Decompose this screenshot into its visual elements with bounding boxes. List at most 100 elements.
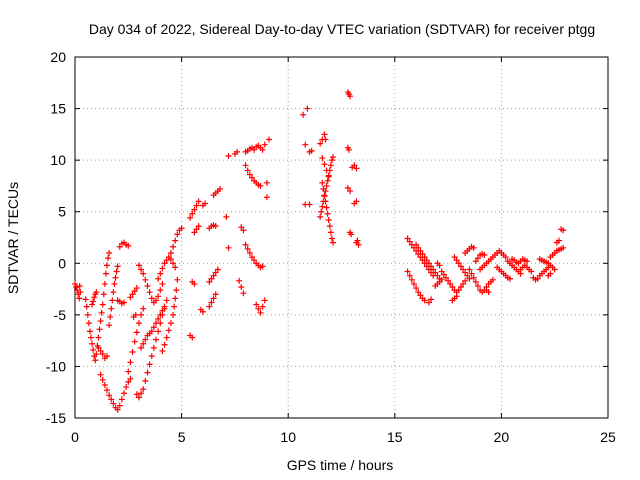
data-point — [300, 111, 307, 118]
data-point — [325, 216, 332, 223]
data-series — [199, 200, 209, 209]
data-series — [72, 280, 84, 302]
data-series — [206, 291, 219, 310]
data-series — [536, 256, 558, 273]
data-point — [161, 260, 168, 267]
data-point — [234, 148, 241, 155]
data-point — [434, 272, 441, 279]
data-point — [97, 371, 104, 378]
data-point — [165, 327, 172, 334]
data-point — [91, 294, 98, 301]
data-point — [148, 295, 155, 302]
plot-frame — [74, 56, 609, 419]
data-point — [148, 328, 155, 335]
data-point — [415, 244, 422, 251]
data-point — [320, 186, 327, 193]
x-tick-label: 25 — [600, 429, 616, 445]
data-series — [545, 270, 554, 279]
x-tick-label: 15 — [387, 429, 403, 445]
data-series — [304, 105, 311, 112]
data-point — [321, 131, 328, 138]
data-point — [430, 266, 437, 273]
data-point — [328, 157, 335, 164]
data-series — [404, 268, 428, 304]
data-point — [470, 244, 477, 251]
data-point — [159, 280, 166, 287]
data-series — [263, 194, 270, 201]
data-series — [553, 237, 562, 246]
data-point — [428, 296, 435, 303]
data-point — [163, 257, 170, 264]
data-point — [322, 136, 329, 143]
data-series — [236, 277, 247, 297]
data-point — [238, 284, 245, 291]
data-series — [138, 297, 170, 351]
data-point — [347, 93, 354, 100]
data-point — [76, 295, 83, 302]
data-point — [225, 244, 232, 251]
data-point — [251, 146, 258, 153]
data-point — [344, 184, 351, 191]
data-series — [189, 278, 198, 287]
data-point — [355, 241, 362, 248]
data-point — [157, 270, 164, 277]
data-point — [442, 274, 449, 281]
data-point — [302, 141, 309, 148]
data-series — [97, 371, 134, 413]
y-tick-label: -15 — [46, 410, 66, 426]
data-point — [101, 280, 108, 287]
data-point — [191, 229, 198, 236]
data-point — [135, 394, 142, 401]
data-point — [415, 289, 422, 296]
x-tick-label: 20 — [494, 429, 510, 445]
data-point — [140, 270, 147, 277]
data-point — [428, 263, 435, 270]
data-point — [251, 257, 258, 264]
data-point — [457, 263, 464, 270]
data-series — [425, 296, 435, 306]
data-point — [142, 377, 149, 384]
data-point — [451, 254, 458, 261]
data-series — [344, 89, 354, 100]
data-point — [212, 291, 219, 298]
data-point — [89, 301, 96, 308]
data-series — [206, 222, 219, 232]
data-series — [319, 155, 332, 180]
data-series — [225, 153, 232, 160]
data-point — [468, 270, 475, 277]
data-point — [133, 329, 140, 336]
data-point — [413, 241, 420, 248]
data-point — [225, 153, 232, 160]
data-series — [225, 244, 232, 251]
data-series — [223, 213, 230, 220]
data-point — [103, 262, 110, 269]
data-point — [413, 285, 420, 292]
data-point — [440, 271, 447, 278]
data-point — [116, 243, 123, 250]
data-point — [425, 299, 432, 306]
x-tick-label: 5 — [178, 429, 186, 445]
data-point — [110, 400, 117, 407]
data-point — [318, 208, 325, 215]
data-point — [208, 299, 215, 306]
data-series — [114, 297, 128, 307]
data-point — [142, 336, 149, 343]
data-point — [489, 276, 496, 283]
data-point — [423, 257, 430, 264]
data-series — [530, 264, 552, 283]
data-point — [150, 344, 157, 351]
data-series — [187, 198, 202, 221]
data-point — [202, 200, 209, 207]
data-point — [138, 344, 145, 351]
data-point — [425, 260, 432, 267]
data-series — [231, 148, 241, 157]
data-point — [406, 272, 413, 279]
data-point — [406, 238, 413, 245]
x-tick-label: 0 — [71, 429, 79, 445]
data-series — [317, 131, 329, 147]
data-point — [138, 390, 145, 397]
data-point — [266, 136, 273, 143]
data-point — [453, 257, 460, 264]
data-point — [159, 265, 166, 272]
